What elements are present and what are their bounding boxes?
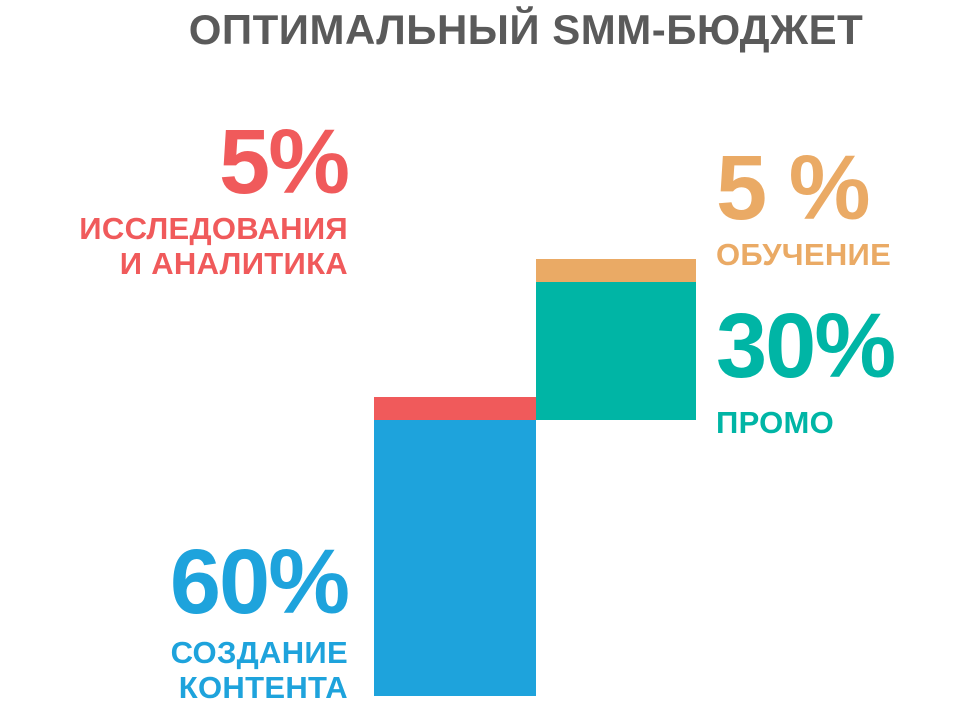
caption-content-line1: СОЗДАНИЕ xyxy=(170,635,348,670)
label-education: 5 % ОБУЧЕНИЕ xyxy=(716,142,891,273)
bar-education xyxy=(536,259,696,282)
label-content: 60% СОЗДАНИЕ КОНТЕНТА xyxy=(169,531,350,705)
caption-education-line1: ОБУЧЕНИЕ xyxy=(716,237,892,272)
label-research: 5% ИССЛЕДОВАНИЯ И АНАЛИТИКА xyxy=(79,111,350,281)
bar-research xyxy=(374,397,536,420)
chart-title: ОПТИМАЛЬНЫЙ SMM-БЮДЖЕТ xyxy=(188,6,864,53)
caption-research-line2: И АНАЛИТИКА xyxy=(119,245,348,281)
label-promo: 30% ПРОМО xyxy=(716,295,896,441)
pct-label-education: 5 % xyxy=(716,137,871,239)
caption-content-line2: КОНТЕНТА xyxy=(178,669,348,705)
bar-content xyxy=(374,420,536,696)
pct-label-promo: 30% xyxy=(716,295,896,397)
pct-label-content: 60% xyxy=(169,531,350,633)
caption-promo-line1: ПРОМО xyxy=(716,405,835,440)
pct-label-research: 5% xyxy=(219,111,350,213)
caption-research-line1: ИССЛЕДОВАНИЯ xyxy=(79,211,348,246)
bar-promo xyxy=(536,282,696,420)
